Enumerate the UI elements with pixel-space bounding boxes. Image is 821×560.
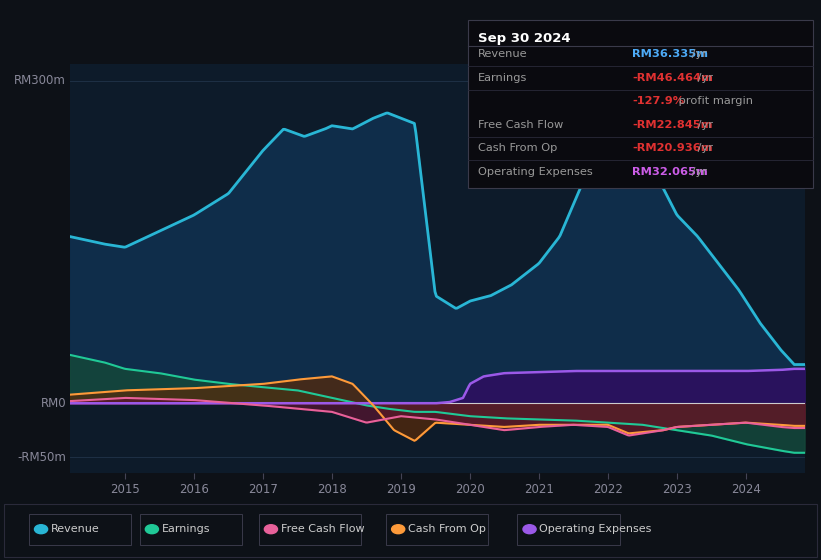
Text: -RM50m: -RM50m	[17, 451, 67, 464]
Text: Earnings: Earnings	[162, 524, 210, 534]
Text: Operating Expenses: Operating Expenses	[539, 524, 652, 534]
Text: Revenue: Revenue	[478, 49, 527, 59]
Text: RM300m: RM300m	[14, 74, 67, 87]
Text: Cash From Op: Cash From Op	[478, 143, 557, 153]
Text: Earnings: Earnings	[478, 73, 527, 83]
Text: RM36.335m: RM36.335m	[632, 49, 709, 59]
Text: /yr: /yr	[688, 167, 707, 177]
Text: Sep 30 2024: Sep 30 2024	[478, 32, 571, 45]
Text: Revenue: Revenue	[51, 524, 99, 534]
Text: -RM20.936m: -RM20.936m	[632, 143, 713, 153]
Text: /yr: /yr	[694, 120, 713, 130]
Text: Cash From Op: Cash From Op	[408, 524, 486, 534]
Text: profit margin: profit margin	[676, 96, 754, 106]
Text: RM32.065m: RM32.065m	[632, 167, 708, 177]
Text: /yr: /yr	[688, 49, 707, 59]
Text: -127.9%: -127.9%	[632, 96, 684, 106]
Text: Free Cash Flow: Free Cash Flow	[478, 120, 563, 130]
Text: /yr: /yr	[694, 143, 713, 153]
Text: -RM22.845m: -RM22.845m	[632, 120, 713, 130]
Text: Free Cash Flow: Free Cash Flow	[281, 524, 365, 534]
Text: /yr: /yr	[694, 73, 713, 83]
Text: -RM46.464m: -RM46.464m	[632, 73, 713, 83]
Text: RM0: RM0	[40, 397, 67, 410]
Text: Operating Expenses: Operating Expenses	[478, 167, 593, 177]
